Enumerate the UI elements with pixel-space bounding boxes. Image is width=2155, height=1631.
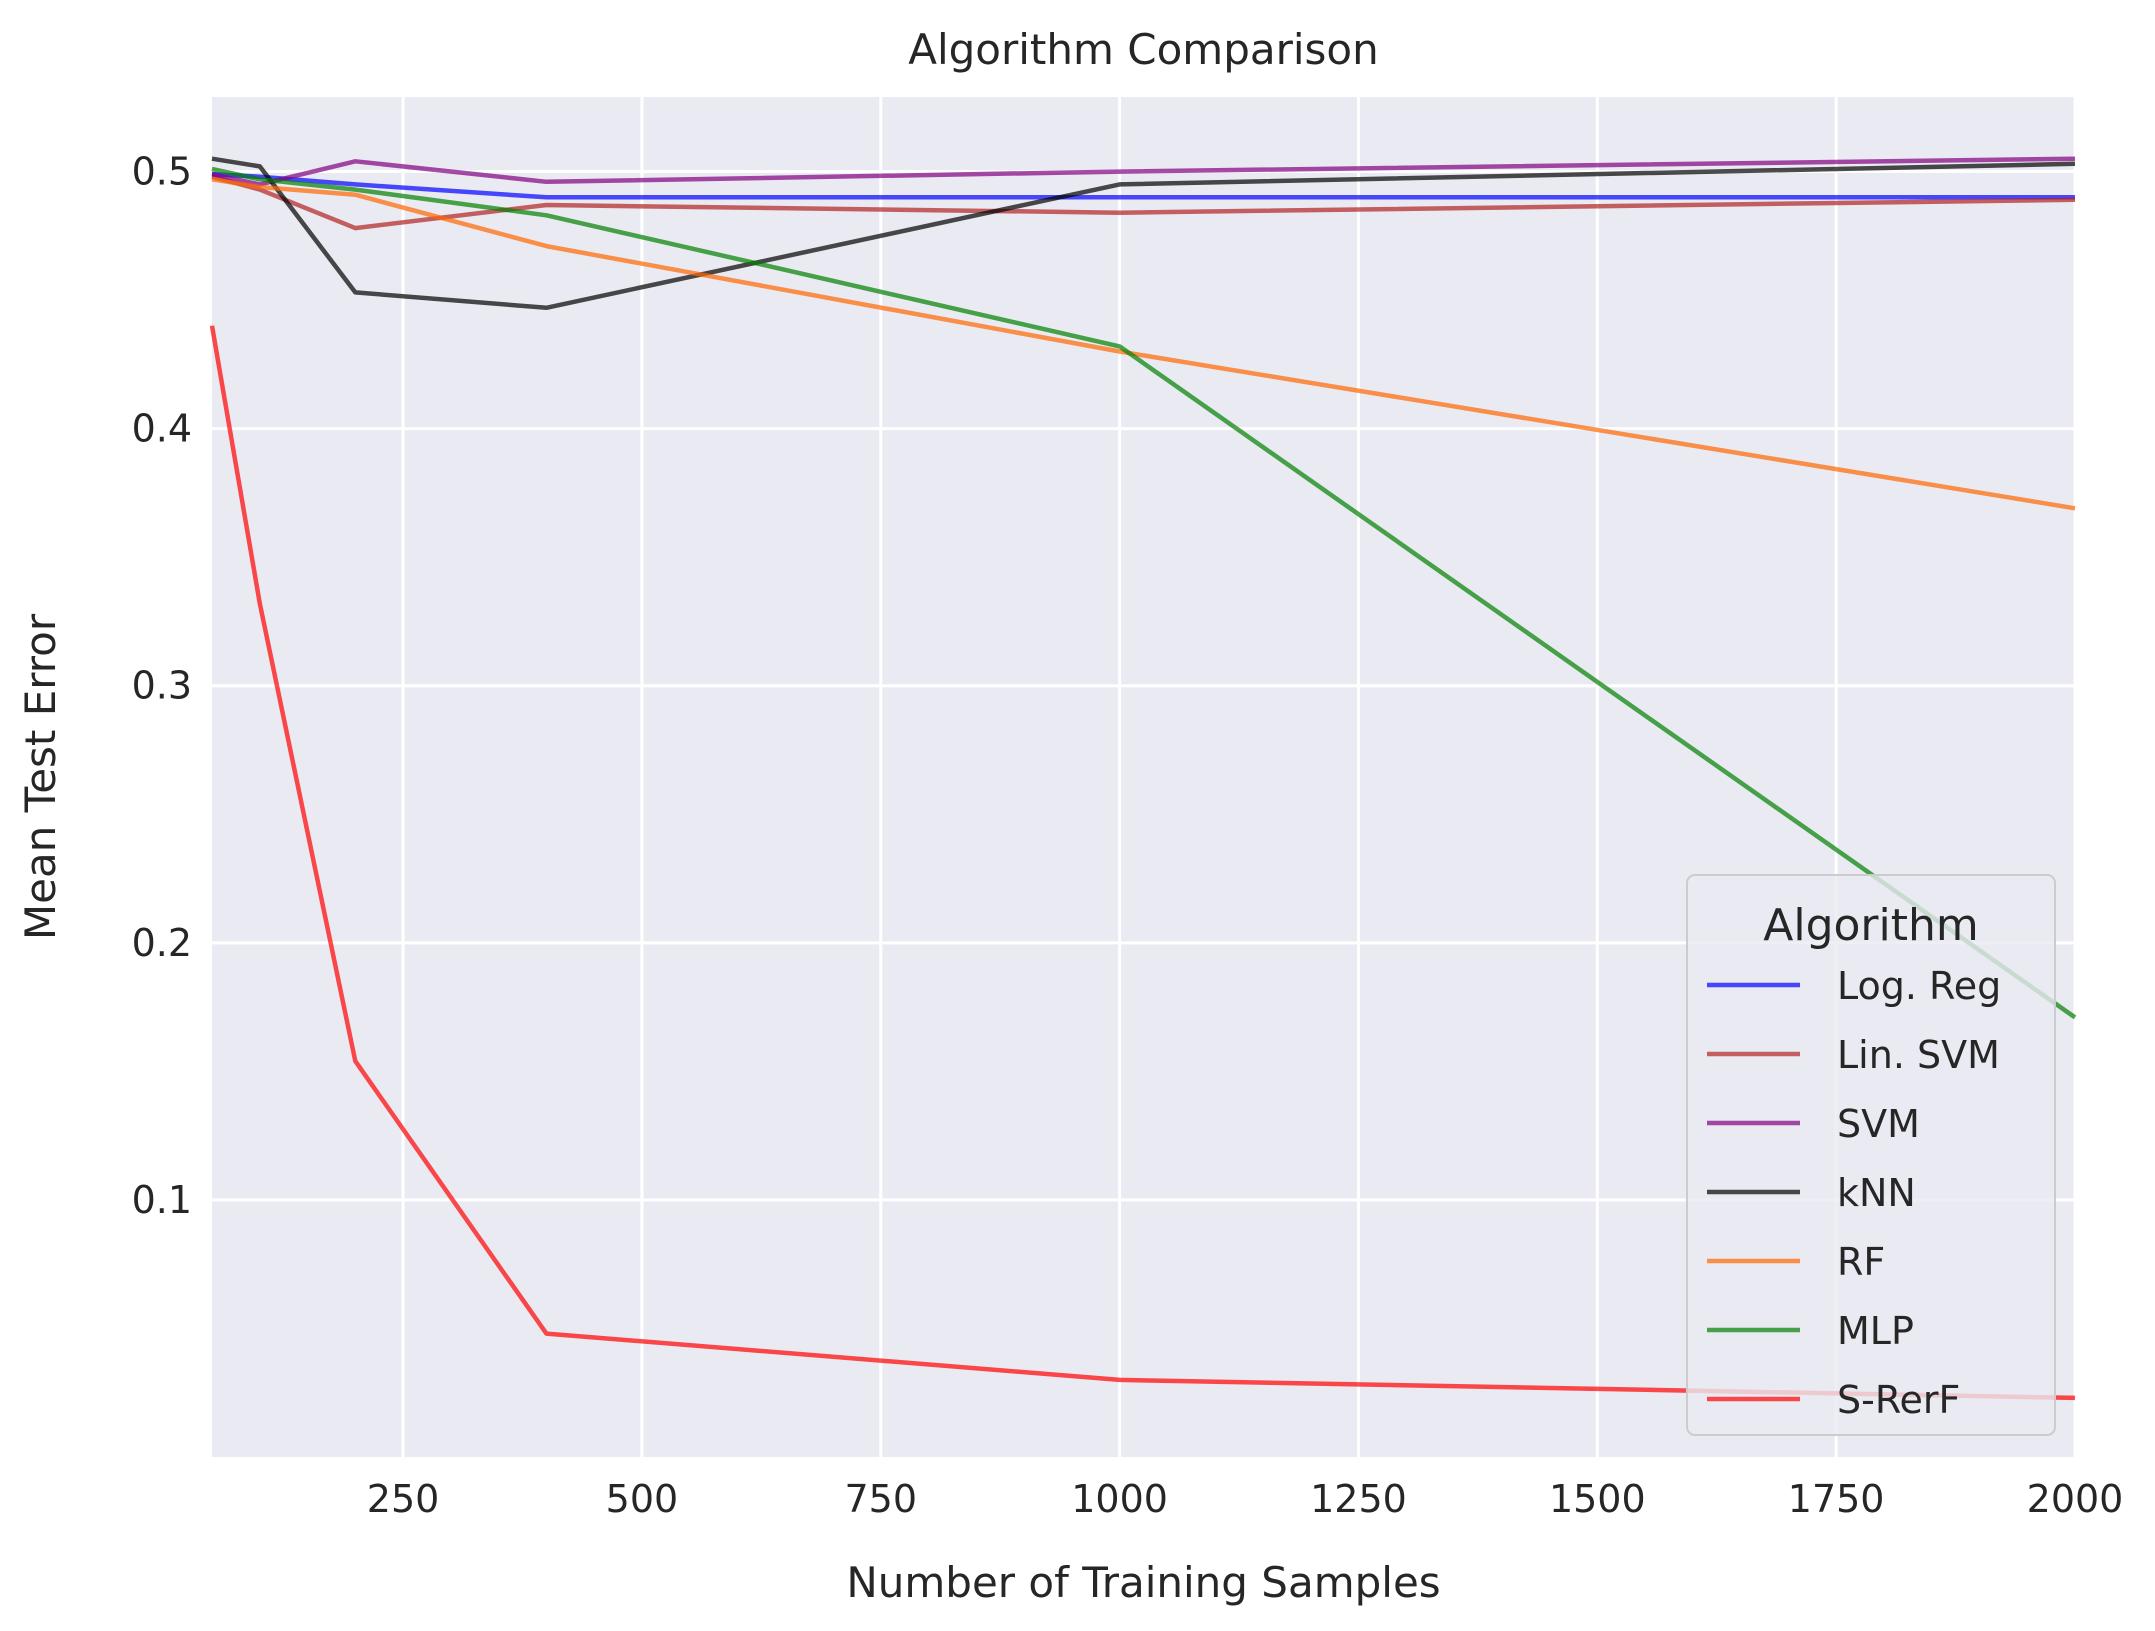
legend-label: RF [1837,1240,1885,1284]
series-line-2 [211,156,2076,187]
y-tick-label: 0.3 [132,664,192,708]
series-line-4 [211,177,2076,511]
legend: Algorithm Log. Reg Lin. SVM SVM kNN RF MLP S-R… [1686,874,2056,1436]
legend-label: kNN [1837,1171,1916,1215]
legend-label: Lin. SVM [1837,1033,2000,1077]
x-tick-label: 1000 [1071,1477,1168,1521]
legend-label: MLP [1837,1309,1914,1353]
x-axis-title: Number of Training Samples [846,1558,1440,1607]
x-tick-label: 1750 [1788,1477,1885,1521]
series-line-6 [209,325,2076,1401]
x-tick-label: 250 [367,1477,440,1521]
legend-label: SVM [1837,1102,1920,1146]
y-tick-label: 0.5 [132,150,192,194]
x-tick-label: 1250 [1310,1477,1407,1521]
legend-items: Log. Reg Lin. SVM SVM kNN RF MLP S-RerF [1707,964,2001,1422]
x-tick-label: 2000 [2027,1477,2124,1521]
chart-title: Algorithm Comparison [908,25,1379,74]
x-tick-label: 1500 [1549,1477,1646,1521]
legend-label: Log. Reg [1837,964,2001,1008]
x-axis-ticks: 250 500 750 1000 1250 1500 1750 2000 [367,1477,2124,1521]
x-tick-label: 750 [845,1477,918,1521]
series-lines [209,156,2077,1401]
y-axis-ticks: 0.1 0.2 0.3 0.4 0.5 [132,150,192,1222]
y-tick-label: 0.4 [132,407,192,451]
y-tick-label: 0.2 [132,921,192,965]
series-line-3 [211,156,2076,311]
y-axis-title: Mean Test Error [16,613,65,940]
y-tick-label: 0.1 [132,1178,192,1222]
legend-title: Algorithm [1763,900,1979,951]
x-tick-label: 500 [606,1477,679,1521]
series-line-5 [211,166,2077,1020]
legend-box [1686,874,2056,1436]
legend-label: S-RerF [1837,1378,1960,1422]
